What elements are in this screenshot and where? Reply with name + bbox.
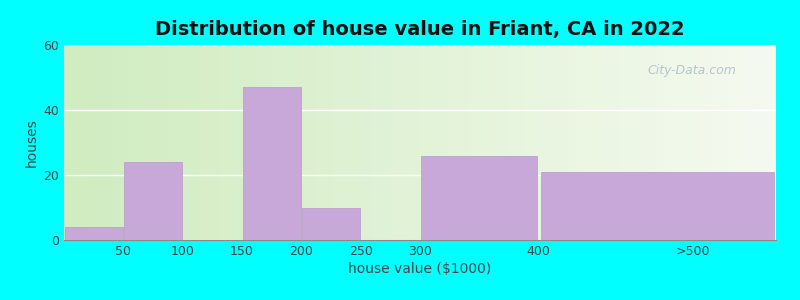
X-axis label: house value ($1000): house value ($1000)	[348, 262, 492, 276]
Bar	[65, 227, 122, 240]
Bar	[302, 208, 360, 240]
Bar	[541, 172, 774, 240]
Y-axis label: houses: houses	[25, 118, 39, 167]
Text: City-Data.com: City-Data.com	[648, 64, 737, 77]
Bar	[124, 162, 182, 240]
Bar	[242, 87, 301, 240]
Bar	[421, 155, 538, 240]
Title: Distribution of house value in Friant, CA in 2022: Distribution of house value in Friant, C…	[155, 20, 685, 39]
